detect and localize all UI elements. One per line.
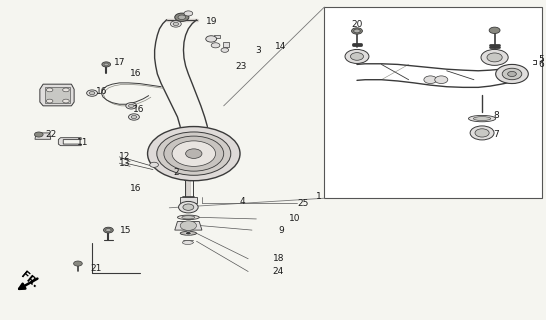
Circle shape — [186, 149, 202, 158]
Circle shape — [345, 50, 369, 63]
Ellipse shape — [182, 216, 195, 219]
Bar — [324, 7, 542, 198]
Circle shape — [63, 99, 69, 103]
Circle shape — [354, 29, 360, 33]
Circle shape — [424, 76, 437, 84]
Text: 3: 3 — [256, 45, 261, 55]
Text: 2: 2 — [174, 168, 179, 177]
Text: 6: 6 — [538, 60, 544, 69]
Circle shape — [164, 136, 224, 171]
Text: 16: 16 — [130, 69, 141, 78]
Text: 25: 25 — [297, 198, 308, 207]
Circle shape — [46, 88, 53, 92]
Text: 10: 10 — [289, 214, 300, 223]
Text: FR.: FR. — [19, 270, 40, 290]
Circle shape — [206, 36, 217, 42]
Ellipse shape — [180, 231, 197, 235]
Circle shape — [34, 132, 43, 137]
Circle shape — [157, 132, 231, 175]
Circle shape — [87, 90, 98, 96]
Circle shape — [184, 11, 193, 16]
Text: 16: 16 — [130, 184, 141, 193]
Circle shape — [102, 62, 111, 67]
Circle shape — [147, 126, 240, 181]
Text: 13: 13 — [119, 159, 131, 168]
Circle shape — [470, 126, 494, 140]
Text: 11: 11 — [77, 138, 88, 147]
Text: 19: 19 — [206, 17, 218, 26]
Polygon shape — [35, 133, 51, 139]
Circle shape — [435, 76, 448, 84]
Circle shape — [183, 204, 194, 210]
Circle shape — [90, 92, 95, 95]
Polygon shape — [223, 42, 229, 47]
Polygon shape — [58, 138, 81, 146]
Circle shape — [508, 71, 517, 76]
Ellipse shape — [182, 241, 193, 244]
Circle shape — [104, 227, 113, 233]
Circle shape — [74, 261, 82, 266]
Text: 24: 24 — [272, 267, 284, 276]
Circle shape — [186, 232, 191, 235]
Circle shape — [128, 104, 134, 108]
Text: 1: 1 — [316, 192, 322, 201]
Polygon shape — [175, 221, 202, 230]
Circle shape — [131, 116, 136, 119]
Text: 16: 16 — [133, 105, 144, 114]
Text: 14: 14 — [275, 42, 287, 52]
Text: 4: 4 — [240, 197, 246, 206]
Text: 15: 15 — [120, 226, 132, 235]
Circle shape — [221, 48, 229, 52]
Circle shape — [46, 99, 53, 103]
Text: 12: 12 — [119, 152, 130, 161]
Text: 16: 16 — [96, 87, 108, 96]
Circle shape — [487, 53, 502, 62]
Circle shape — [150, 162, 158, 167]
Circle shape — [175, 13, 189, 21]
Text: 20: 20 — [351, 20, 363, 29]
Text: 21: 21 — [91, 264, 102, 273]
Ellipse shape — [468, 116, 496, 122]
Text: 7: 7 — [493, 130, 498, 139]
Ellipse shape — [177, 215, 199, 220]
Circle shape — [172, 141, 216, 166]
Circle shape — [352, 28, 363, 34]
Circle shape — [104, 63, 109, 66]
Text: 18: 18 — [272, 254, 284, 263]
Text: 8: 8 — [493, 111, 498, 120]
Circle shape — [173, 22, 179, 26]
Circle shape — [106, 228, 111, 232]
Circle shape — [170, 21, 181, 27]
Circle shape — [481, 50, 508, 65]
Circle shape — [126, 103, 136, 109]
Polygon shape — [215, 35, 220, 38]
Bar — [180, 197, 197, 203]
Circle shape — [63, 88, 69, 92]
Text: 5: 5 — [538, 55, 544, 64]
Circle shape — [179, 201, 198, 213]
Circle shape — [475, 129, 489, 137]
Text: 9: 9 — [278, 226, 284, 235]
Circle shape — [211, 43, 220, 48]
Circle shape — [180, 221, 197, 230]
Circle shape — [502, 68, 522, 80]
Polygon shape — [40, 84, 74, 106]
Circle shape — [351, 52, 364, 60]
Circle shape — [496, 64, 529, 84]
Ellipse shape — [473, 117, 491, 121]
Circle shape — [178, 15, 186, 20]
Text: 22: 22 — [45, 130, 57, 139]
Text: 23: 23 — [236, 61, 247, 70]
Bar — [45, 87, 70, 103]
Text: 17: 17 — [114, 58, 126, 67]
Circle shape — [128, 114, 139, 120]
Circle shape — [489, 27, 500, 34]
